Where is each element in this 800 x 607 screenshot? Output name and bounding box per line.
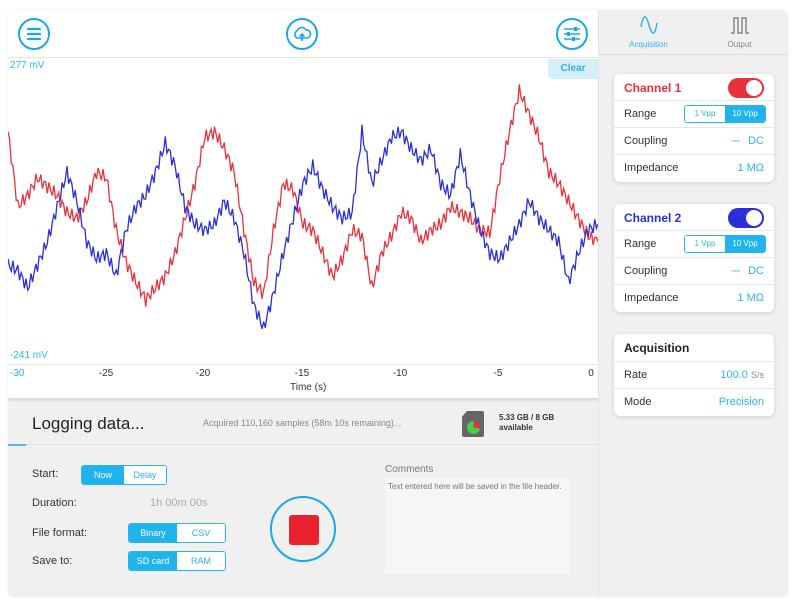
save-to-segmented: SD card RAM bbox=[128, 551, 226, 571]
x-tick: -15 bbox=[294, 368, 310, 379]
channel1-coupling-value[interactable]: ⎓ DC bbox=[731, 135, 764, 148]
channel2-impedance-value[interactable]: 1 MΩ bbox=[737, 292, 764, 304]
channel2-coupling-text: DC bbox=[748, 265, 764, 277]
progress-indicator bbox=[8, 444, 26, 446]
channel2-coupling-value[interactable]: ⎓ DC bbox=[731, 265, 764, 278]
storage-pie-icon bbox=[467, 421, 480, 434]
start-label: Start: bbox=[32, 468, 59, 480]
menu-button[interactable] bbox=[18, 18, 50, 50]
storage-text: 5.33 GB / 8 GB available bbox=[499, 413, 554, 433]
channel2-card: Channel 2 Range 1 Vpp 10 Vpp Coupling ⎓ D… bbox=[614, 204, 774, 312]
comments-input[interactable] bbox=[385, 478, 570, 574]
channel2-title: Channel 2 bbox=[624, 211, 682, 225]
x-tick: -30 bbox=[10, 368, 25, 379]
duration-label: Duration: bbox=[32, 497, 77, 509]
settings-button[interactable] bbox=[556, 18, 588, 50]
storage-amount: 5.33 GB / 8 GB bbox=[499, 413, 555, 422]
y-min-label: -241 mV bbox=[10, 350, 48, 361]
channel1-title: Channel 1 bbox=[624, 81, 682, 95]
main-area: 277 mV -241 mV Clear -30 -25 -20 -15 -10… bbox=[8, 10, 599, 597]
storage-available: available bbox=[499, 423, 533, 432]
tab-output-label: Output bbox=[727, 40, 752, 49]
chart-toolbar bbox=[8, 10, 598, 58]
format-binary-option[interactable]: Binary bbox=[129, 524, 177, 542]
acquisition-card: Acquisition Rate 100.0 S/s Mode Precisio… bbox=[614, 334, 774, 416]
channel2-range-1vpp[interactable]: 1 Vpp bbox=[685, 236, 725, 252]
cloud-upload-icon bbox=[294, 26, 312, 41]
file-format-label: File format: bbox=[32, 527, 88, 539]
tab-acquisition-label: Acquisition bbox=[629, 40, 668, 49]
channel2-toggle[interactable] bbox=[728, 208, 764, 228]
channel1-coupling-text: DC bbox=[748, 135, 764, 147]
sidebar: Acquisition Output Channel 1 Range 1 Vpp… bbox=[598, 10, 788, 597]
waveform-lines bbox=[8, 84, 599, 329]
sine-wave-icon bbox=[640, 16, 658, 34]
x-axis-title: Time (s) bbox=[290, 382, 327, 393]
clear-button[interactable]: Clear bbox=[548, 59, 598, 79]
file-format-segmented: Binary CSV bbox=[128, 523, 226, 543]
acquisition-title: Acquisition bbox=[624, 341, 690, 355]
start-now-option[interactable]: Now bbox=[82, 466, 124, 484]
series-line-2 bbox=[8, 124, 599, 329]
channel1-range-segmented: 1 Vpp 10 Vpp bbox=[684, 105, 766, 123]
channel2-range-label: Range bbox=[624, 238, 657, 250]
start-delay-option[interactable]: Delay bbox=[124, 466, 166, 484]
x-tick: 0 bbox=[588, 368, 594, 379]
channel1-coupling-label: Coupling bbox=[624, 135, 668, 147]
sidebar-tabs: Acquisition Output bbox=[599, 10, 788, 55]
series-line-1 bbox=[8, 84, 599, 307]
status-title: Logging data... bbox=[32, 414, 145, 433]
save-sdcard-option[interactable]: SD card bbox=[129, 552, 177, 570]
square-wave-icon bbox=[731, 17, 749, 34]
mode-label: Mode bbox=[624, 396, 652, 408]
x-tick: -25 bbox=[98, 368, 114, 379]
sliders-icon bbox=[564, 27, 580, 41]
rate-label: Rate bbox=[624, 369, 648, 381]
channel1-toggle[interactable] bbox=[728, 78, 764, 98]
y-max-label: 277 mV bbox=[10, 60, 45, 71]
save-to-label: Save to: bbox=[32, 555, 73, 567]
x-tick: -5 bbox=[493, 368, 503, 379]
x-tick: -20 bbox=[195, 368, 211, 379]
channel2-range-10vpp[interactable]: 10 Vpp bbox=[725, 236, 765, 252]
channel1-range-label: Range bbox=[624, 108, 657, 120]
upload-button[interactable] bbox=[286, 18, 318, 50]
x-tick: -10 bbox=[392, 368, 408, 379]
rate-unit: S/s bbox=[750, 370, 764, 380]
tab-acquisition[interactable]: Acquisition bbox=[611, 10, 686, 55]
dc-symbol-icon: ⎓ bbox=[731, 135, 741, 147]
rate-value[interactable]: 100.0 S/s bbox=[720, 369, 764, 381]
channel1-range-1vpp[interactable]: 1 Vpp bbox=[685, 106, 725, 122]
dc-symbol-icon: ⎓ bbox=[731, 265, 741, 277]
channel2-coupling-label: Coupling bbox=[624, 265, 668, 277]
save-ram-option[interactable]: RAM bbox=[177, 552, 225, 570]
chart-card: 277 mV -241 mV Clear -30 -25 -20 -15 -10… bbox=[8, 10, 599, 398]
channel1-range-10vpp[interactable]: 10 Vpp bbox=[725, 106, 765, 122]
waveform-plot[interactable] bbox=[8, 58, 599, 358]
start-segmented: Now Delay bbox=[81, 465, 167, 485]
stop-icon bbox=[289, 515, 319, 545]
menu-icon bbox=[26, 27, 42, 41]
status-info: Acquired 110,160 samples (58m 10s remain… bbox=[203, 418, 402, 428]
channel2-range-segmented: 1 Vpp 10 Vpp bbox=[684, 235, 766, 253]
channel1-impedance-label: Impedance bbox=[624, 162, 679, 174]
x-axis: -30 -25 -20 -15 -10 -5 0 Time (s) bbox=[8, 364, 598, 398]
status-bar: Logging data... Acquired 110,160 samples… bbox=[8, 405, 598, 445]
sd-card-icon bbox=[462, 411, 484, 437]
channel2-impedance-label: Impedance bbox=[624, 292, 679, 304]
channel1-impedance-value[interactable]: 1 MΩ bbox=[737, 162, 764, 174]
stop-button[interactable] bbox=[270, 496, 336, 562]
rate-number: 100.0 bbox=[720, 369, 748, 381]
mode-value[interactable]: Precision bbox=[718, 396, 764, 408]
comments-label: Comments bbox=[385, 464, 434, 475]
duration-value[interactable]: 1h 00m 00s bbox=[150, 497, 208, 509]
tab-output[interactable]: Output bbox=[702, 10, 777, 55]
channel1-card: Channel 1 Range 1 Vpp 10 Vpp Coupling ⎓ D… bbox=[614, 74, 774, 182]
format-csv-option[interactable]: CSV bbox=[177, 524, 225, 542]
app-window: 277 mV -241 mV Clear -30 -25 -20 -15 -10… bbox=[8, 10, 788, 597]
